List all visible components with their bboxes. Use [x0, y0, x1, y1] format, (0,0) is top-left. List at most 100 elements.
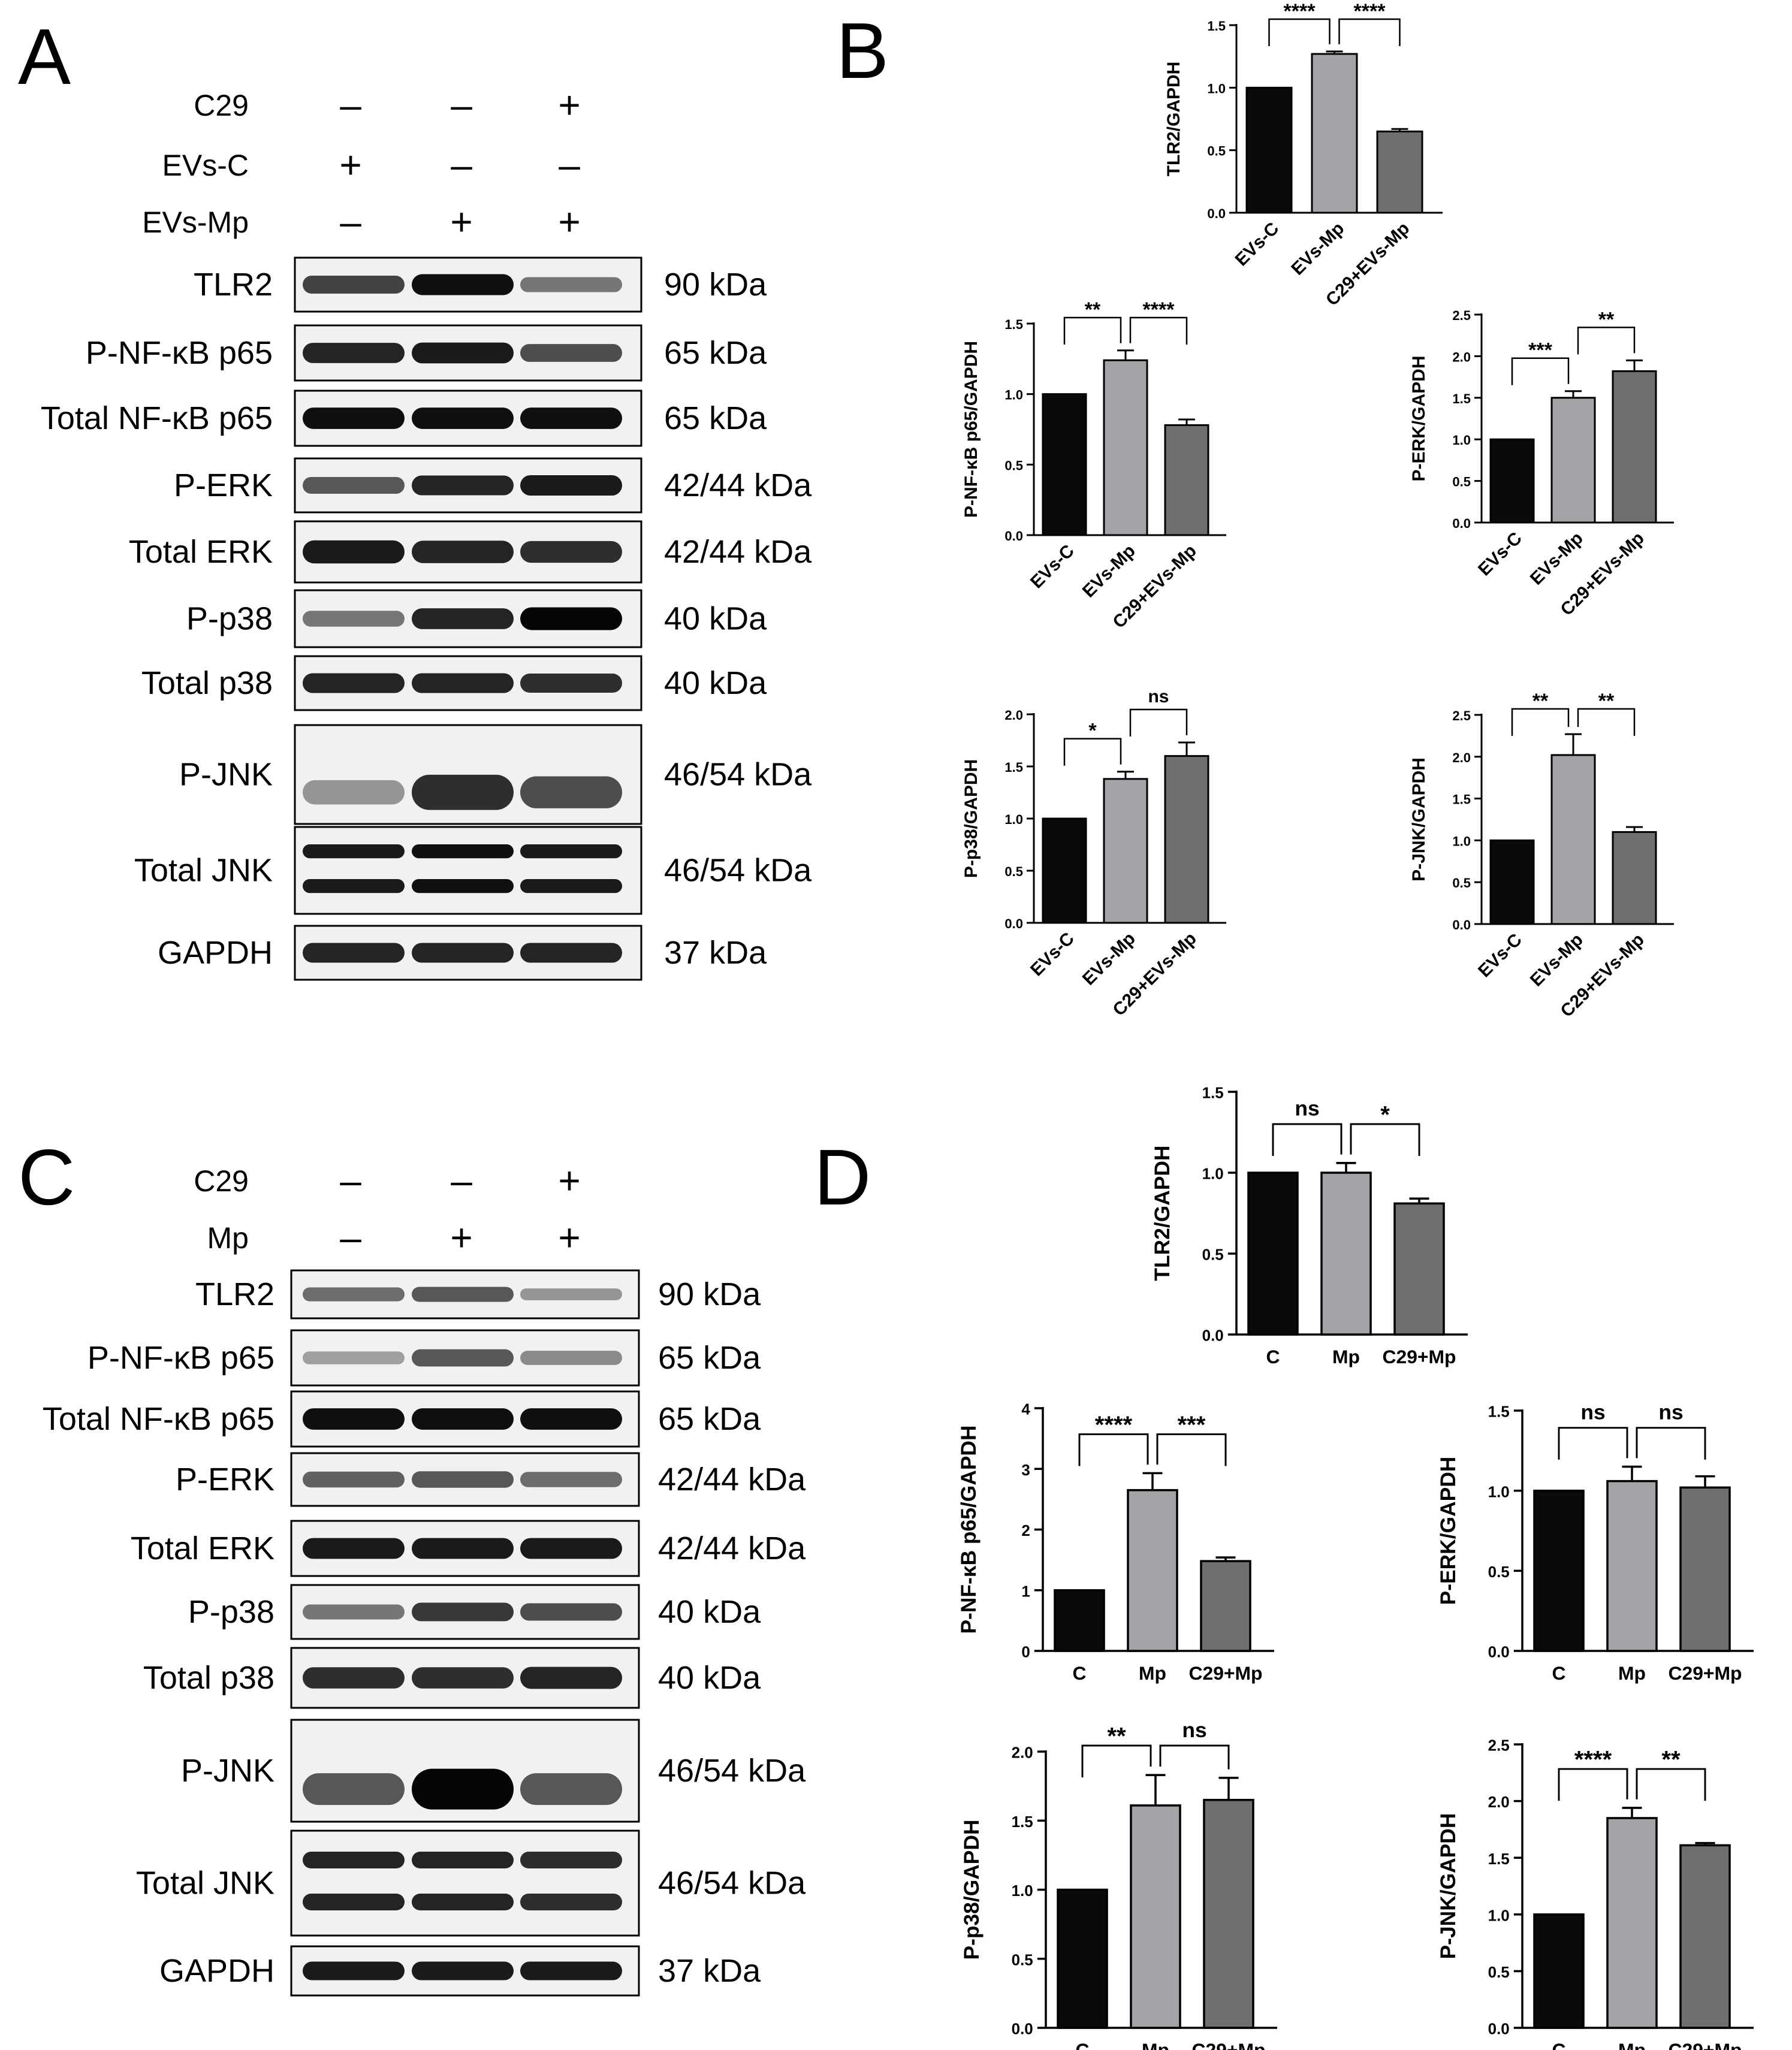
treatment-sign: +: [558, 200, 580, 243]
blot-row: Total ERK 42/44 kDa: [129, 520, 812, 584]
panel-label-b: B: [836, 7, 889, 95]
blot-band: [412, 274, 514, 295]
treatment-sign: –: [451, 83, 472, 126]
treatment-label: C29: [194, 89, 249, 122]
chart-d-8: 0.0 0.5 1.0 1.5 2.0 P-p38/GAPDH C Mp C29+Mp ** ns: [960, 1718, 1277, 2050]
x-tick-label: EVs-C: [1232, 219, 1283, 270]
y-tick-label: 1.0: [1202, 1165, 1224, 1183]
y-tick-label: 0.0: [1012, 2020, 1033, 2038]
blot-band: [412, 1602, 514, 1622]
blot-band: [520, 776, 622, 808]
y-tick-label: 1.0: [1452, 834, 1471, 849]
x-tick-label: Mp: [1618, 1662, 1646, 1684]
bar: [1606, 1817, 1658, 2029]
molecular-weight: 65 kDa: [664, 335, 767, 371]
y-axis-label: P-NF-κB p65/GAPDH: [961, 341, 981, 518]
protein-name: Total ERK: [131, 1530, 274, 1566]
treatment-sign: –: [340, 200, 361, 243]
molecular-weight: 42/44 kDa: [658, 1530, 806, 1566]
y-tick-label: 1.0: [1488, 1906, 1510, 1924]
molecular-weight: 40 kDa: [658, 1660, 761, 1696]
blot-band: [412, 1349, 514, 1367]
molecular-weight: 90 kDa: [658, 1276, 761, 1312]
blot-membrane: [290, 1829, 640, 1937]
significance-bracket: [1156, 1433, 1227, 1466]
y-tick-label: 0.5: [1004, 458, 1023, 473]
blot-band: [520, 673, 622, 693]
x-tick-label: EVs-Mp: [1079, 929, 1139, 989]
blot-band: [520, 277, 622, 292]
bar: [1200, 1560, 1251, 1652]
y-tick-label: 2.5: [1452, 708, 1471, 723]
significance-bracket: [1078, 1433, 1149, 1466]
blot-band: [303, 1287, 405, 1302]
blot-band: [303, 780, 405, 805]
protein-name: P-p38: [188, 1594, 274, 1630]
blot-row: P-ERK 42/44 kDa: [176, 1452, 806, 1507]
blot-band: [520, 844, 622, 859]
y-tick-label: 1.5: [1488, 1850, 1510, 1868]
chart-b-4: 0.0 0.5 1.0 1.5 2.0 2.5 P-JNK/GAPDH EVs-C EVs-Mp…: [1409, 690, 1674, 1021]
x-tick-label: EVs-Mp: [1526, 529, 1587, 589]
bar: [1606, 1480, 1658, 1652]
y-tick-label: 0.5: [1012, 1951, 1033, 1969]
blot-row: Total p38 40 kDa: [141, 655, 767, 711]
blot-band: [303, 673, 405, 693]
significance-bracket: [1577, 327, 1636, 355]
bar: [1127, 1489, 1178, 1652]
protein-name: Total JNK: [134, 853, 273, 889]
significance-bracket: [1159, 1744, 1230, 1770]
protein-name: GAPDH: [159, 1953, 274, 1989]
blot-band: [303, 1351, 405, 1364]
significance-label: ***: [1178, 1411, 1206, 1438]
significance-label: ns: [1580, 1400, 1605, 1424]
treatment-sign: +: [558, 83, 580, 126]
y-tick-label: 2.0: [1012, 1744, 1033, 1762]
x-tick-label: C: [1266, 1346, 1280, 1367]
molecular-weight: 65 kDa: [664, 400, 767, 436]
blot-row: P-NF-κB p65 65 kDa: [86, 324, 767, 382]
significance-label: ns: [1295, 1097, 1319, 1121]
blot-band: [412, 1538, 514, 1559]
protein-name: P-ERK: [176, 1462, 274, 1498]
protein-name: Total NF-κB p65: [41, 400, 273, 436]
blot-band: [520, 1603, 622, 1621]
significance-label: ****: [1574, 1746, 1612, 1773]
bar: [1679, 1486, 1731, 1652]
x-tick-label: EVs-C: [1474, 930, 1526, 982]
blot-band: [303, 1604, 405, 1620]
x-tick-label: C: [1552, 1662, 1565, 1684]
blot-band: [520, 475, 622, 496]
blot-band: [520, 1538, 622, 1559]
blot-band: [303, 540, 405, 564]
y-tick-label: 0.5: [1452, 475, 1471, 490]
y-tick-label: 2.0: [1488, 1793, 1510, 1811]
significance-label: **: [1598, 308, 1615, 331]
molecular-weight: 42/44 kDa: [664, 467, 812, 503]
significance-bracket: [1577, 708, 1636, 736]
y-tick-label: 1.0: [1004, 812, 1023, 827]
y-tick-label: 0.0: [1004, 916, 1023, 931]
y-tick-label: 1.5: [1488, 1403, 1510, 1421]
x-tick-label: EVs-C: [1027, 541, 1078, 593]
molecular-weight: 37 kDa: [658, 1953, 761, 1989]
x-tick-label: C29+Mp: [1668, 1662, 1742, 1684]
blot-row: Total NF-κB p65 65 kDa: [41, 390, 767, 447]
blot-band: [412, 342, 514, 364]
molecular-weight: 65 kDa: [658, 1340, 761, 1376]
significance-bracket: [1063, 316, 1122, 345]
chart-b-1: 0.0 0.5 1.0 1.5 P-NF-κB p65/GAPDH EVs-C EVs-Mp…: [961, 298, 1226, 632]
blot-band: [303, 1961, 405, 1980]
y-tick-label: 0.5: [1452, 875, 1471, 890]
x-tick-label: C29+Mp: [1668, 2039, 1742, 2050]
blot-band: [520, 1852, 622, 1868]
significance-bracket: [1129, 316, 1188, 345]
blot-row: GAPDH 37 kDa: [159, 1945, 761, 1997]
blot-band: [520, 407, 622, 429]
blot-band: [520, 1773, 622, 1806]
blot-band: [412, 1408, 514, 1430]
significance-bracket: [1558, 1768, 1628, 1801]
blot-row: Total JNK 46/54 kDa: [134, 826, 812, 915]
blot-band: [303, 476, 405, 494]
